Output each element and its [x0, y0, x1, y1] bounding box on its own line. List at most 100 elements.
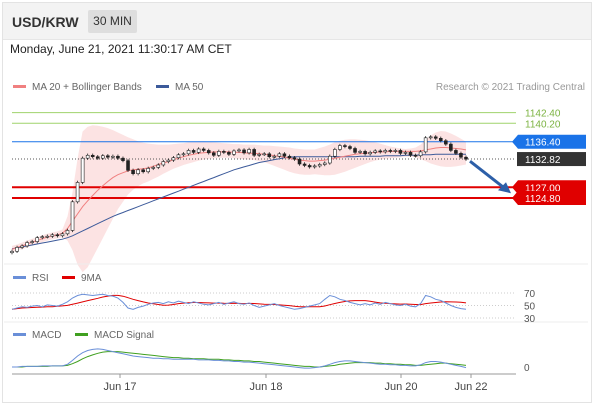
ma20-swatch — [13, 84, 26, 88]
legend-macd-signal-label: MACD Signal — [94, 330, 155, 341]
candle-body — [176, 154, 181, 158]
forecast-arrow-head — [498, 182, 511, 194]
candle-body — [90, 154, 95, 158]
candle-body — [388, 150, 393, 152]
candle-body — [418, 151, 423, 157]
macd-tick-label: 0 — [524, 363, 530, 374]
candle-body — [348, 146, 352, 149]
candle-body — [393, 150, 398, 152]
macd-line — [12, 348, 467, 369]
candle-body — [186, 150, 191, 155]
level-label-support: 1124.80 — [525, 194, 561, 205]
candle-body — [328, 155, 332, 164]
legend-ma-bb: MA 20 + Bollinger Bands — [13, 82, 142, 93]
candle-body — [141, 169, 145, 173]
candle-body — [126, 160, 130, 171]
candle-body — [368, 152, 372, 155]
candle-body — [196, 148, 201, 153]
macd-signal-swatch — [75, 332, 88, 336]
level-label-pivot: 1136.40 — [525, 138, 561, 149]
bollinger-band-area — [12, 125, 466, 273]
candle-body — [444, 140, 448, 145]
candle-body — [262, 153, 267, 156]
current-price-label: 1132.82 — [525, 155, 561, 166]
candle-body — [211, 152, 216, 156]
candle-body — [40, 236, 45, 239]
candle-body — [438, 138, 443, 142]
legend-ma-bb-label: MA 20 + Bollinger Bands — [32, 82, 142, 93]
candle-body — [106, 155, 110, 158]
candle-body — [201, 148, 206, 151]
legend-ma50-label: MA 50 — [175, 82, 204, 93]
candle-body — [378, 150, 383, 153]
current-price-tag — [517, 152, 586, 167]
candle-body — [257, 154, 261, 156]
forecast-arrow-line — [469, 159, 507, 191]
chart-datetime: Monday, June 21, 2021 11:30:17 AM CET — [10, 42, 232, 56]
candle-body — [237, 149, 241, 152]
candle-body — [50, 234, 55, 237]
candle-body — [20, 245, 24, 248]
candle-body — [317, 164, 322, 167]
level-tag-support — [512, 180, 586, 195]
timeframe-badge[interactable]: 30 MIN — [88, 10, 137, 33]
candle-body — [307, 165, 312, 168]
legend-rsi-label: RSI — [32, 273, 49, 284]
candle-body — [358, 151, 362, 153]
candle-body — [227, 152, 231, 155]
candle-body — [333, 149, 337, 157]
legend-macd-signal: MACD Signal — [75, 330, 154, 341]
candle-body — [338, 145, 342, 150]
candle-body — [353, 148, 357, 153]
candle-body — [232, 150, 236, 155]
level-tag-support — [512, 190, 586, 205]
candle-body — [45, 235, 50, 238]
candle-body — [75, 182, 80, 203]
x-tick-label: Jun 17 — [103, 381, 136, 393]
macd-swatch — [13, 332, 26, 336]
candle-body — [408, 152, 413, 156]
candle-body — [247, 149, 251, 154]
legend-macd-label: MACD — [32, 330, 62, 341]
level-label-resistance: 1140.20 — [525, 119, 561, 130]
symbol-title: USD/KRW — [12, 14, 79, 30]
legend-rsi: RSI — [13, 273, 49, 284]
candle-body — [131, 170, 135, 174]
rsi-line — [11, 293, 467, 310]
candle-body — [312, 165, 317, 168]
rsi-tick-label: 30 — [524, 314, 536, 325]
candle-body — [55, 234, 60, 237]
candle-body — [80, 157, 85, 183]
candle-body — [454, 150, 458, 154]
legend-ma50: MA 50 — [156, 82, 203, 93]
candle-body — [10, 250, 14, 254]
credit-text: Research © 2021 Trading Central — [435, 82, 585, 93]
candle-body — [25, 242, 29, 247]
level-tag-pivot — [512, 134, 586, 149]
candle-body — [101, 155, 105, 159]
candle-body — [181, 153, 186, 156]
level-label-resistance: 1142.40 — [525, 109, 561, 120]
rsi-tick-label: 50 — [524, 302, 536, 313]
rsi-tick-label: 70 — [524, 289, 536, 300]
candle-body — [267, 153, 272, 158]
candle-body — [30, 241, 34, 243]
candle-body — [287, 155, 292, 158]
x-tick-label: Jun 22 — [454, 381, 487, 393]
rsi-swatch — [13, 275, 26, 279]
candle-body — [252, 149, 256, 156]
candle-body — [136, 169, 140, 174]
x-tick-label: Jun 20 — [384, 381, 417, 393]
candle-body — [292, 157, 297, 160]
candle-body — [464, 156, 468, 160]
chart-header: USD/KRW 30 MIN — [3, 3, 591, 40]
ma50-swatch — [156, 84, 169, 88]
ma50-line — [11, 153, 466, 250]
candle-body — [161, 161, 166, 166]
candle-body — [222, 151, 226, 153]
candle-body — [363, 151, 367, 155]
candle-body — [343, 145, 347, 147]
candle-body — [65, 230, 70, 235]
candle-body — [433, 136, 438, 139]
